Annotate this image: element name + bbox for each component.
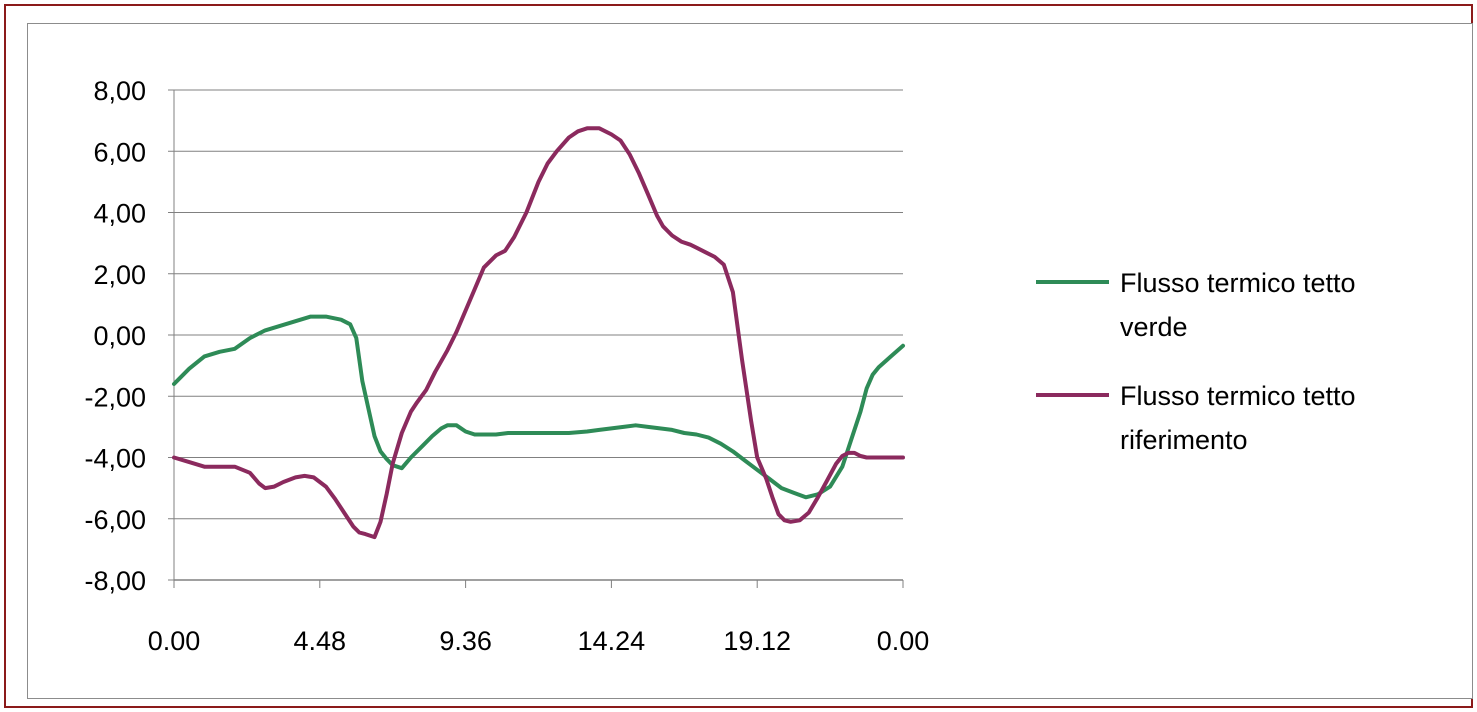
legend: Flusso termico tetto verde Flusso termico … [1036, 268, 1356, 455]
y-tick-label: -8,00 [84, 566, 146, 596]
x-tick-label: 0.00 [877, 626, 930, 656]
x-tick-label: 9.36 [439, 626, 492, 656]
y-tick-label: 6,00 [93, 137, 146, 167]
x-tick-label: 0.00 [148, 626, 201, 656]
series-lines [172, 126, 905, 540]
series-line-riferimento [172, 126, 905, 540]
x-tick-label: 4.48 [294, 626, 347, 656]
legend-label: Flusso termico tetto riferimento [1120, 381, 1356, 455]
y-tick-label: 8,00 [93, 76, 146, 106]
y-tick-label: 0,00 [93, 321, 146, 351]
y-tick-label: -4,00 [84, 444, 146, 474]
y-tick-label: -2,00 [84, 382, 146, 412]
x-tick-label: 19.12 [723, 626, 791, 656]
x-axis [173, 90, 904, 588]
y-tick-label: 4,00 [93, 199, 146, 229]
x-axis-labels: 0.00 4.48 9.36 14.24 19.12 0.00 [148, 626, 930, 656]
y-tick-label: 2,00 [93, 260, 146, 290]
x-tick-label: 14.24 [578, 626, 646, 656]
chart-area [27, 23, 1473, 699]
y-axis-labels: 8,00 6,00 4,00 2,00 0,00 -2,00 -4,00 -6,00 -8,00 [84, 76, 146, 596]
legend-label: Flusso termico tetto verde [1120, 268, 1356, 342]
series-line-verde [172, 314, 905, 500]
gridlines [168, 89, 903, 581]
y-tick-label: -6,00 [84, 505, 146, 535]
